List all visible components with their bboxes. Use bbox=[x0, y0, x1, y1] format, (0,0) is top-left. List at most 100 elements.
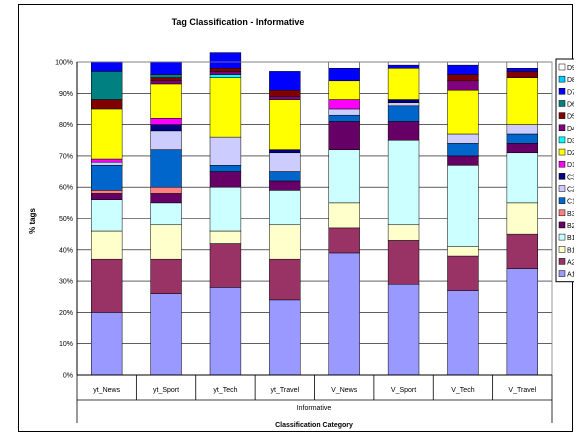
bar-segment-d4-yt-sport bbox=[150, 80, 182, 85]
bar-segment-d9-v-tech bbox=[447, 61, 479, 66]
bar-segment-b2-yt-tech bbox=[209, 171, 242, 188]
legend-label-c3: C3 bbox=[567, 174, 574, 181]
y-tick-label: 0% bbox=[63, 373, 73, 380]
legend-label-b2: B2 bbox=[567, 223, 574, 230]
bar-segment-c2-yt-sport bbox=[150, 130, 182, 150]
legend-swatch-b3 bbox=[558, 209, 566, 217]
legend-label-a2: A2 bbox=[567, 259, 574, 266]
bar-segment-a1-yt-sport bbox=[150, 293, 182, 376]
bar-segment-a2-v-news bbox=[328, 227, 360, 254]
bar-segment-d2-yt-news bbox=[91, 108, 123, 160]
bar-segment-d5-v-tech bbox=[447, 74, 479, 82]
bar-segment-b2-v-tech bbox=[447, 155, 479, 166]
bar-segment-d1-v-news bbox=[328, 99, 360, 110]
bar-segment-b1-v-news bbox=[328, 149, 360, 204]
bar-segment-b1-yt-news bbox=[91, 199, 123, 232]
axes bbox=[76, 61, 553, 423]
bar-segment-b2-yt-travel bbox=[269, 180, 301, 191]
legend-swatch-d6 bbox=[558, 100, 566, 107]
y-tick-label: 60% bbox=[59, 185, 73, 192]
bar-segment-a1-v-sport bbox=[387, 283, 420, 376]
legend-label-d6: D6 bbox=[567, 101, 574, 108]
bars bbox=[91, 52, 538, 376]
legend-swatch-d7 bbox=[558, 88, 566, 95]
legend-label-d4: D4 bbox=[567, 126, 574, 133]
bar-segment-b1-yt-tech bbox=[209, 186, 242, 232]
bar-segment-d5-v-travel bbox=[506, 71, 538, 78]
bar-segment-b1-v-sport bbox=[387, 140, 420, 226]
bar-segment-d2-v-sport bbox=[387, 68, 420, 100]
bar-segment-d3-yt-tech bbox=[209, 74, 242, 78]
legend-label-d2: D2 bbox=[567, 150, 574, 157]
bar-segment-d7-v-sport bbox=[387, 64, 420, 69]
legend-label-d5: D5 bbox=[567, 114, 574, 121]
legend-swatch-c1 bbox=[558, 197, 566, 204]
bar-segment-b1-yt-sport bbox=[150, 224, 182, 260]
x-tick-label: V_News bbox=[331, 387, 358, 394]
bar-segment-d7-yt-sport bbox=[150, 61, 182, 75]
bar-segment-d1-yt-news bbox=[91, 158, 123, 163]
legend-swatch-a2 bbox=[558, 258, 566, 265]
bar-segment-d7-yt-travel bbox=[269, 71, 301, 91]
legend-label-d1: D1 bbox=[567, 162, 574, 169]
bar-segment-d2-yt-travel bbox=[269, 99, 301, 150]
bar-segment-d5-yt-sport bbox=[150, 77, 182, 82]
y-tick-label: 20% bbox=[59, 310, 73, 317]
legend-label-b1: B1 bbox=[567, 235, 574, 242]
y-tick-label: 80% bbox=[59, 122, 73, 129]
bar-segment-a2-v-sport bbox=[387, 240, 420, 285]
bar-segment-c2-yt-travel bbox=[269, 152, 301, 172]
legend-swatch-d1 bbox=[558, 160, 566, 168]
legend-swatch-b1 bbox=[558, 246, 566, 253]
legend-swatch-d3 bbox=[558, 136, 566, 144]
bar-segment-d2-v-news bbox=[328, 80, 360, 100]
legend-swatch-c3 bbox=[558, 173, 566, 180]
bar-segment-c3-v-sport bbox=[387, 99, 420, 103]
bar-segment-a2-yt-tech bbox=[209, 243, 242, 288]
bar-segment-c1-yt-travel bbox=[269, 171, 301, 182]
legend-swatch-b2 bbox=[558, 221, 566, 229]
bar-segment-b1-v-news bbox=[328, 202, 360, 229]
y-tick-label: 100% bbox=[55, 60, 73, 67]
bar-segment-b1-v-sport bbox=[387, 224, 420, 241]
bar-segment-a2-yt-travel bbox=[269, 258, 301, 301]
bar-segment-b2-yt-news bbox=[91, 193, 123, 200]
bar-segment-c2-v-news bbox=[328, 108, 360, 116]
bar-segment-d4-v-tech bbox=[447, 80, 479, 91]
bar-segment-b1-v-tech bbox=[447, 246, 479, 257]
legend-swatch-c2 bbox=[558, 185, 566, 192]
bar-segment-c1-v-travel bbox=[506, 133, 538, 144]
bar-segment-d2-v-tech bbox=[447, 89, 479, 135]
tick-labels: 0% 10% 20% 30% 40% 50% 60% 70% 80% 90% 100% yt_News… bbox=[55, 60, 537, 395]
bar-segment-b2-v-news bbox=[328, 121, 360, 150]
legend-label-d9: D9 bbox=[567, 65, 574, 72]
x-group-label: Informative bbox=[297, 405, 332, 412]
chart-frame: Tag Classification - Informative % tags … bbox=[18, 4, 574, 432]
bar-segment-b1-yt-travel bbox=[269, 190, 301, 226]
legend-swatch-d2 bbox=[558, 148, 566, 156]
y-tick-label: 50% bbox=[59, 216, 73, 223]
y-tick-label: 90% bbox=[59, 91, 73, 98]
bar-segment-d7-v-tech bbox=[447, 64, 479, 75]
legend-label-a1: A1 bbox=[567, 272, 574, 279]
bar-segment-a2-v-travel bbox=[506, 233, 538, 269]
bar-segment-a2-yt-news bbox=[91, 258, 123, 313]
legend-swatch-a1 bbox=[558, 270, 566, 277]
bar-segment-d4-yt-tech bbox=[209, 71, 242, 75]
bar-segment-c1-yt-news bbox=[91, 165, 123, 191]
bar-segment-b3-yt-news bbox=[91, 190, 123, 194]
bar-segment-b2-v-travel bbox=[506, 143, 538, 154]
y-tick-label: 70% bbox=[59, 153, 73, 160]
bar-segment-a2-yt-sport bbox=[150, 258, 182, 294]
legend-label-c1: C1 bbox=[567, 199, 574, 206]
legend-label-b3: B3 bbox=[567, 211, 574, 218]
legend-swatch-b1 bbox=[558, 233, 566, 241]
bar-segment-b1-v-tech bbox=[447, 165, 479, 247]
bar-segment-a1-v-news bbox=[328, 252, 360, 376]
bar-segment-d9-v-news bbox=[328, 61, 360, 69]
x-tick-label: yt_News bbox=[93, 387, 120, 394]
bar-segment-d9-v-travel bbox=[506, 61, 538, 69]
bar-segment-c1-yt-tech bbox=[209, 165, 242, 172]
bar-segment-d6-yt-sport bbox=[150, 74, 182, 78]
bar-segment-a1-v-tech bbox=[447, 290, 479, 376]
